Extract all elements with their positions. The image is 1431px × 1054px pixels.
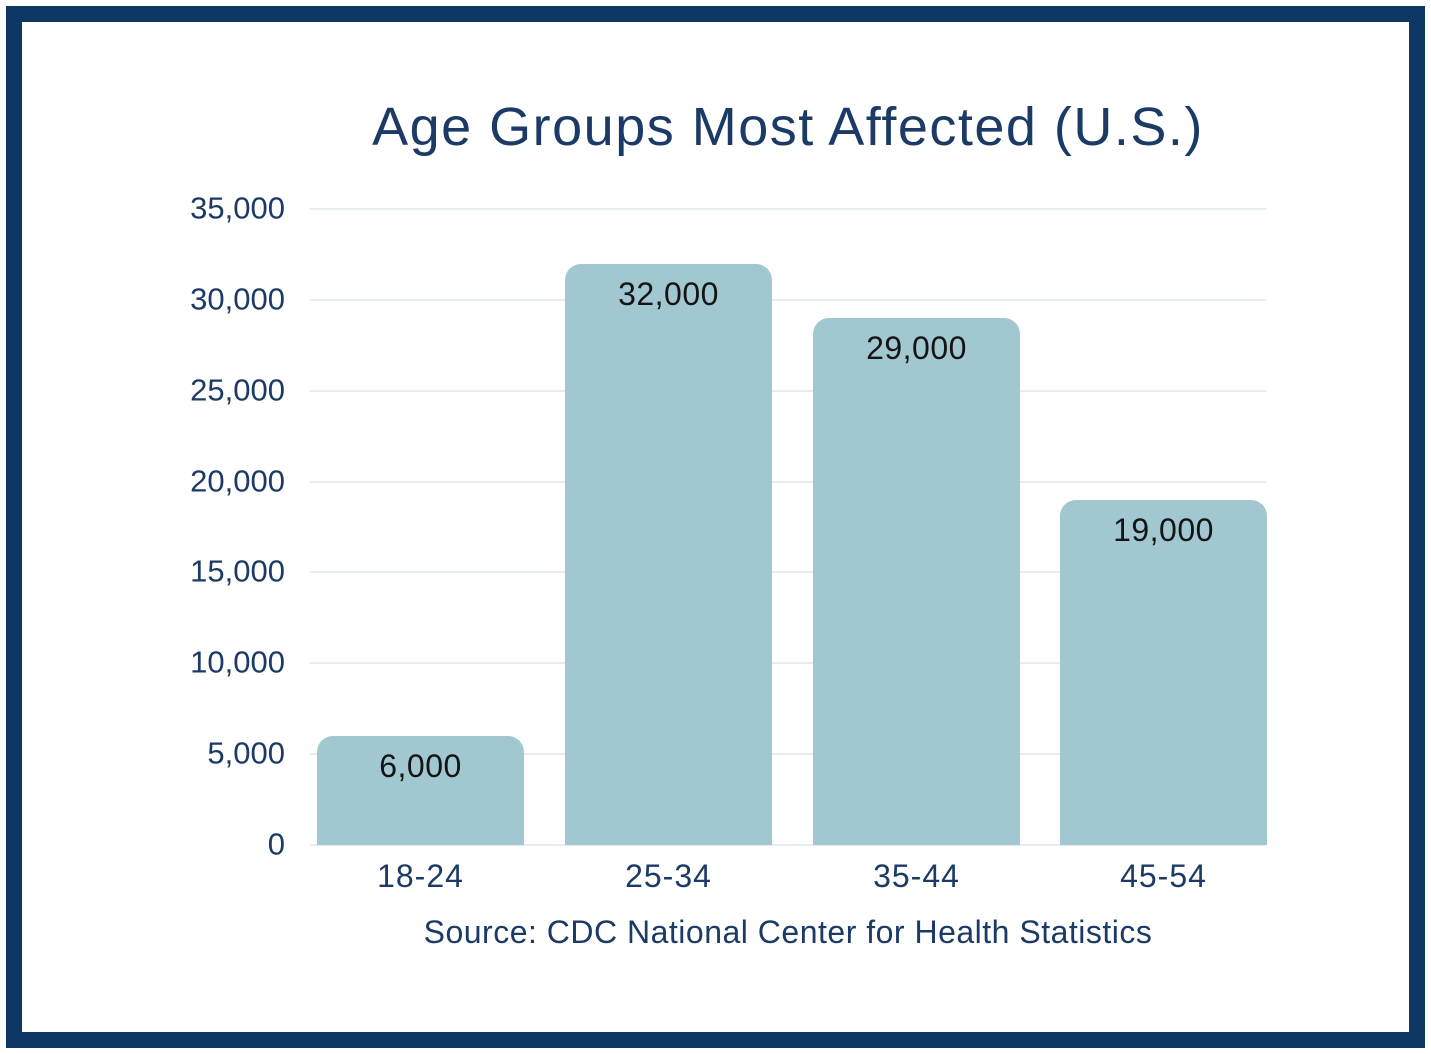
gridline bbox=[310, 571, 1266, 573]
bar-value-label: 32,000 bbox=[618, 276, 719, 312]
y-axis-tick-label: 0 bbox=[267, 826, 285, 862]
gridline bbox=[310, 299, 1266, 301]
bar-value-label: 29,000 bbox=[866, 330, 967, 366]
x-axis-tick-label: 18-24 bbox=[377, 858, 464, 894]
gridline bbox=[310, 390, 1266, 392]
gridline bbox=[310, 208, 1266, 210]
source-caption: Source: CDC National Center for Health S… bbox=[423, 914, 1153, 950]
y-axis-tick-label: 5,000 bbox=[207, 735, 285, 771]
bar-35-44: 29,000 bbox=[813, 318, 1020, 845]
bar-25-34: 32,000 bbox=[565, 264, 772, 845]
plot-area: 35,000 30,000 25,000 20,000 15,000 10,000 5,00… bbox=[190, 190, 1267, 894]
gridline bbox=[310, 753, 1266, 755]
gridline bbox=[310, 481, 1266, 483]
gridline bbox=[310, 662, 1266, 664]
chart-title: Age Groups Most Affected (U.S.) bbox=[372, 97, 1204, 157]
bar-value-label: 6,000 bbox=[379, 748, 462, 784]
y-axis-tick-label: 10,000 bbox=[190, 644, 285, 680]
x-axis-tick-label: 25-34 bbox=[625, 858, 712, 894]
x-axis-tick-label: 35-44 bbox=[873, 858, 960, 894]
y-axis-tick-label: 20,000 bbox=[190, 463, 285, 499]
y-axis-tick-label: 25,000 bbox=[190, 372, 285, 408]
y-axis-tick-label: 35,000 bbox=[190, 190, 285, 226]
x-axis-tick-label: 45-54 bbox=[1120, 858, 1207, 894]
y-axis-tick-label: 15,000 bbox=[190, 553, 285, 589]
y-axis-tick-label: 30,000 bbox=[190, 281, 285, 317]
gridline bbox=[310, 844, 1266, 846]
bar-value-label: 19,000 bbox=[1113, 512, 1214, 548]
bar-18-24: 6,000 bbox=[317, 736, 524, 845]
bar-45-54: 19,000 bbox=[1060, 500, 1267, 845]
